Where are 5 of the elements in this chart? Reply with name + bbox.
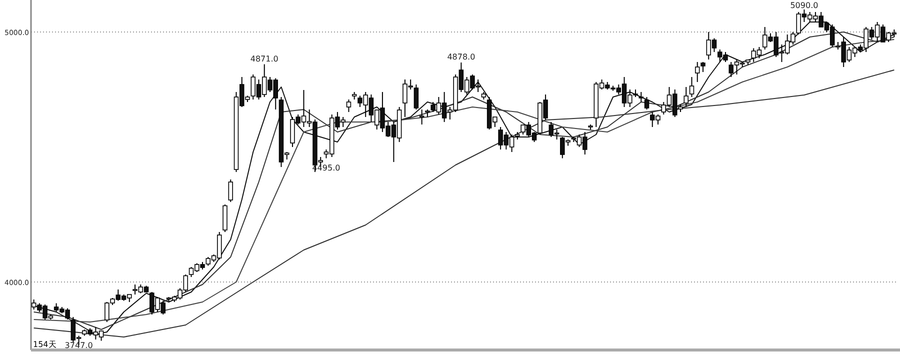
annotation: 3747.0 (64, 341, 93, 350)
annotation: 4871.0 (250, 54, 278, 64)
annotation: 154天 (33, 340, 56, 349)
annotation: 4878.0 (447, 52, 476, 62)
annotation: 5090.0 (790, 1, 818, 10)
